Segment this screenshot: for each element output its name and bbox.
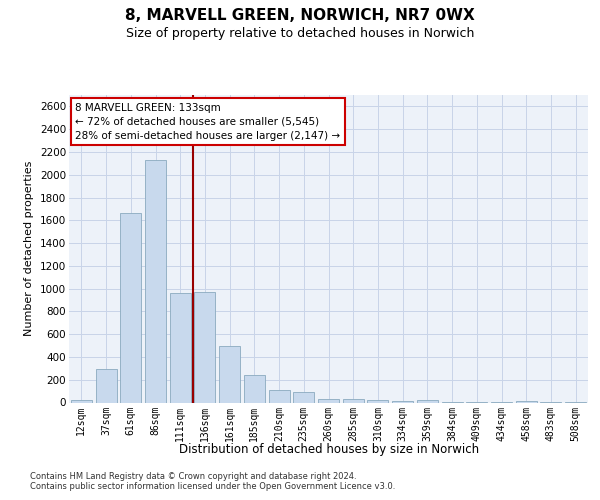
Bar [417, 400, 438, 402]
Bar [219, 346, 240, 403]
Bar [293, 392, 314, 402]
Bar [343, 399, 364, 402]
Bar [120, 214, 141, 402]
Bar [269, 390, 290, 402]
Bar [170, 293, 191, 403]
Text: Distribution of detached houses by size in Norwich: Distribution of detached houses by size … [179, 442, 479, 456]
Text: Contains HM Land Registry data © Crown copyright and database right 2024.: Contains HM Land Registry data © Crown c… [30, 472, 356, 481]
Text: 8, MARVELL GREEN, NORWICH, NR7 0WX: 8, MARVELL GREEN, NORWICH, NR7 0WX [125, 8, 475, 22]
Text: Contains public sector information licensed under the Open Government Licence v3: Contains public sector information licen… [30, 482, 395, 491]
Bar [145, 160, 166, 402]
Bar [194, 292, 215, 403]
Bar [71, 400, 92, 402]
Y-axis label: Number of detached properties: Number of detached properties [25, 161, 34, 336]
Bar [95, 370, 116, 402]
Bar [244, 374, 265, 402]
Text: 8 MARVELL GREEN: 133sqm
← 72% of detached houses are smaller (5,545)
28% of semi: 8 MARVELL GREEN: 133sqm ← 72% of detache… [75, 102, 340, 141]
Text: Size of property relative to detached houses in Norwich: Size of property relative to detached ho… [126, 28, 474, 40]
Bar [367, 400, 388, 402]
Bar [318, 398, 339, 402]
